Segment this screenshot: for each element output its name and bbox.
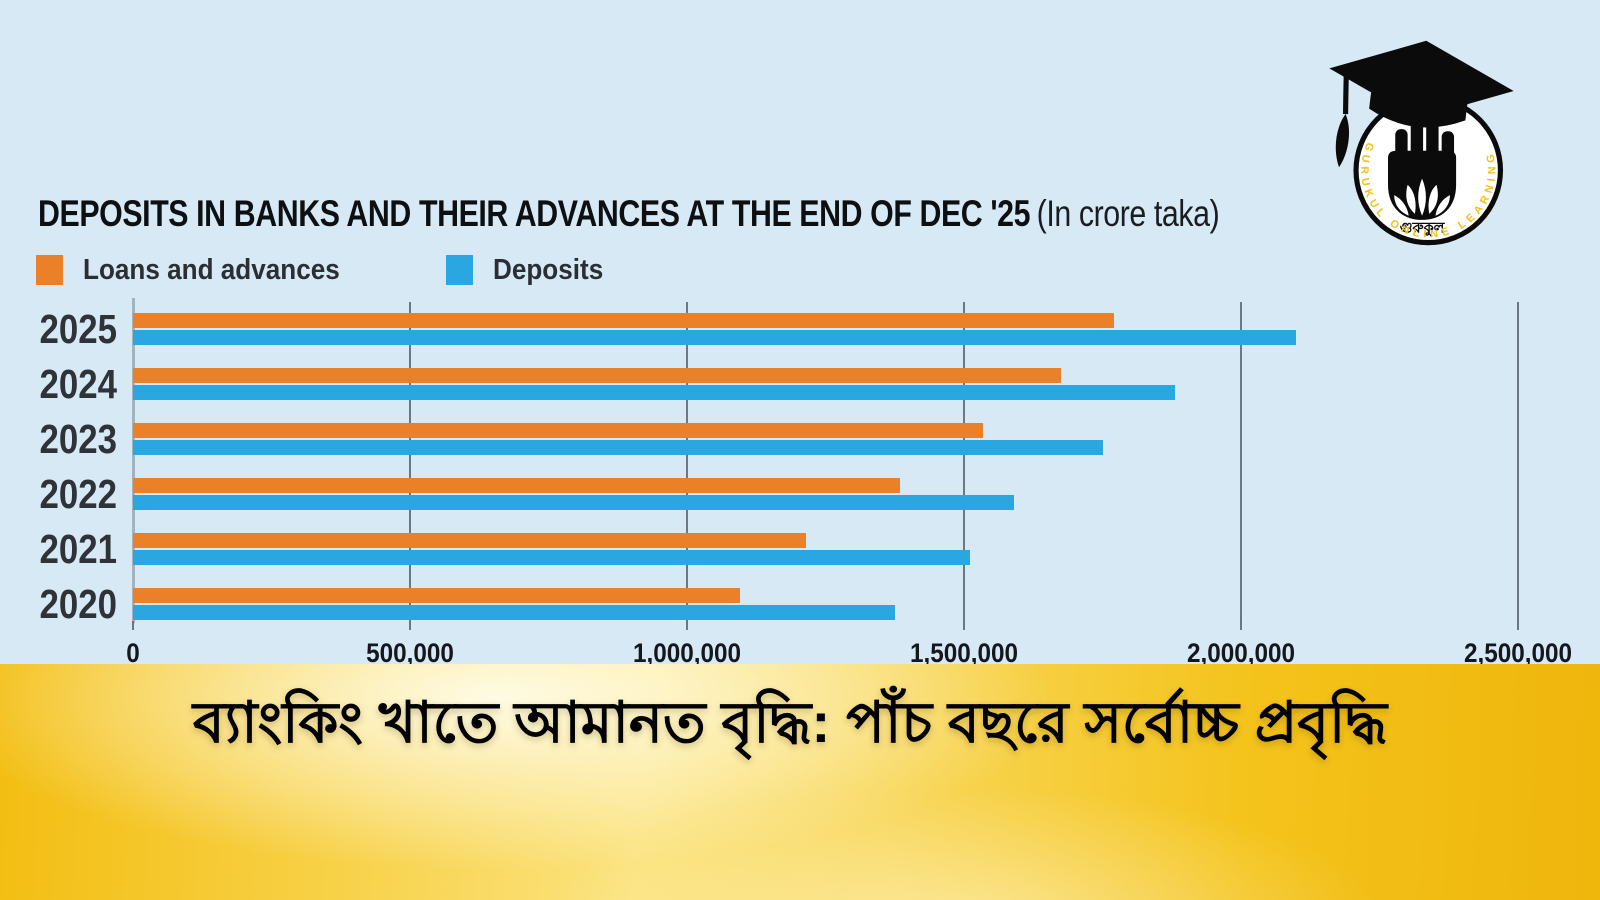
logo-center-text: গুরুকুল <box>1400 220 1445 237</box>
x-axis-label: 500,000 <box>366 638 454 668</box>
bar-loans-2021 <box>133 533 807 548</box>
loans-legend-swatch <box>36 255 63 285</box>
bar-loans-2020 <box>133 588 740 603</box>
x-axis-label: 2,500,000 <box>1463 638 1573 668</box>
axis-tick <box>1517 621 1519 630</box>
chart-title-main: DEPOSITS IN BANKS AND THEIR ADVANCES AT … <box>38 193 1031 234</box>
bar-loans-2022 <box>133 478 901 493</box>
axis-tick <box>409 621 411 630</box>
bar-loans-2025 <box>133 313 1114 328</box>
x-axis-label: 1,500,000 <box>909 638 1019 668</box>
gridline <box>409 302 411 621</box>
deposits-legend-label: Deposits <box>493 253 604 286</box>
bar-deposits-2022 <box>133 495 1014 510</box>
bar-loans-2023 <box>133 423 984 438</box>
year-label: 2025 <box>39 306 117 352</box>
bar-deposits-2021 <box>133 550 970 565</box>
axis-tick <box>686 621 688 630</box>
tassel-icon <box>1335 114 1350 168</box>
tassel-cord <box>1343 74 1349 115</box>
axis-tick <box>1240 621 1242 630</box>
year-label: 2021 <box>39 526 117 572</box>
headline-banner: ব্যাংকিং খাতে আমানত বৃদ্ধি: পাঁচ বছরে সর… <box>0 664 1600 900</box>
year-label: 2023 <box>39 416 117 462</box>
x-axis-label: 0 <box>126 638 140 668</box>
deposits-legend-swatch <box>446 255 474 285</box>
bar-loans-2024 <box>133 368 1061 383</box>
loans-legend-label: Loans and advances <box>83 253 340 286</box>
gridline <box>1517 302 1519 621</box>
year-label: 2020 <box>39 581 117 627</box>
axis-tick <box>963 621 965 630</box>
x-axis-label: 1,000,000 <box>632 638 742 668</box>
bar-deposits-2023 <box>133 440 1103 455</box>
y-axis-spine <box>132 298 135 623</box>
x-axis-label: 2,000,000 <box>1186 638 1296 668</box>
bar-deposits-2025 <box>133 330 1297 345</box>
lotus-icon <box>1394 178 1450 223</box>
bar-deposits-2024 <box>133 385 1175 400</box>
chart-title-note: (In crore taka) <box>1036 193 1220 234</box>
gridline <box>686 302 688 621</box>
year-label: 2022 <box>39 471 117 517</box>
gurukul-logo: গুরুকুল GURUKUL ONLINE LEARNING <box>1329 40 1514 246</box>
chart-legend: Loans and advances Deposits <box>36 254 616 286</box>
gridline <box>1240 302 1242 621</box>
gridline <box>963 302 965 621</box>
year-label: 2024 <box>39 361 117 407</box>
graduation-cap-icon <box>1329 40 1514 168</box>
axis-tick <box>132 621 134 630</box>
bar-deposits-2020 <box>133 605 895 620</box>
bar-plot: 0 500,000 1,000,000 1,500,000 2,000,000 2,500… <box>39 298 1572 668</box>
headline-text: ব্যাংকিং খাতে আমানত বৃদ্ধি: পাঁচ বছরে সর… <box>192 691 1388 755</box>
chart-title: DEPOSITS IN BANKS AND THEIR ADVANCES AT … <box>38 193 1220 235</box>
